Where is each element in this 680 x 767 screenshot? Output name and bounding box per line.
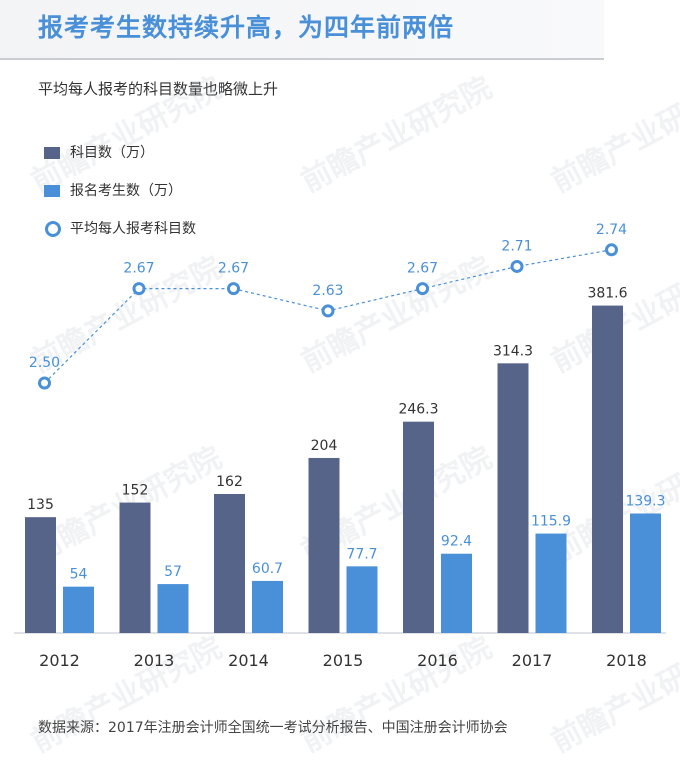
bar-label-candidates: 92.4 (441, 534, 472, 550)
bar-label-candidates: 60.7 (252, 561, 283, 577)
x-tick-label: 2017 (512, 651, 553, 670)
bar-label-candidates: 77.7 (346, 546, 377, 562)
page-subtitle: 平均每人报考的科目数量也略微上升 (38, 80, 279, 98)
bar-label-subjects: 381.6 (587, 286, 627, 302)
bar-label-subjects: 246.3 (398, 402, 438, 418)
legend-swatch-subjects (44, 147, 60, 159)
line-label-average: 2.67 (407, 261, 438, 277)
x-tick-label: 2012 (39, 651, 80, 670)
x-tick-label: 2014 (228, 651, 269, 670)
bar-label-subjects: 204 (311, 438, 338, 454)
point-average (416, 282, 429, 296)
bar-label-candidates: 57 (164, 564, 182, 580)
bar-label-subjects: 135 (27, 497, 54, 513)
x-tick-label: 2015 (323, 651, 364, 670)
legend-marker-average (45, 221, 61, 237)
bar-label-subjects: 162 (216, 474, 243, 490)
point-average (38, 376, 51, 390)
bar-subjects (25, 517, 56, 633)
legend-label-candidates: 报名考生数（万） (70, 183, 182, 199)
legend-label-subjects: 科目数（万） (70, 145, 154, 161)
legend-swatch-candidates (44, 185, 60, 197)
x-tick-label: 2018 (606, 651, 647, 670)
bar-label-subjects: 314.3 (493, 343, 533, 359)
line-label-average: 2.50 (29, 355, 60, 371)
bar-candidates (346, 566, 378, 633)
header-band (0, 0, 604, 58)
line-label-average: 2.74 (596, 222, 627, 238)
header-divider (0, 58, 604, 60)
bar-label-candidates: 139.3 (625, 493, 665, 509)
bar-subjects (308, 457, 340, 633)
line-label-average: 2.63 (312, 283, 343, 299)
bar-candidates (441, 553, 472, 633)
bar-label-subjects: 152 (122, 483, 149, 499)
point-average (132, 282, 146, 296)
point-average (227, 282, 240, 296)
bar-subjects (497, 363, 529, 633)
line-label-average: 2.67 (123, 261, 154, 277)
point-average (321, 304, 335, 318)
x-tick-label: 2016 (417, 651, 458, 670)
bar-subjects (403, 421, 434, 633)
bar-candidates (630, 513, 661, 633)
bar-label-candidates: 54 (70, 567, 88, 583)
bar-subjects (214, 494, 245, 633)
point-average (605, 243, 618, 257)
bar-candidates (157, 584, 189, 633)
line-label-average: 2.67 (218, 261, 249, 277)
x-tick-label: 2013 (134, 651, 175, 670)
bar-candidates (252, 580, 283, 633)
legend-label-average: 平均每人报考科目数 (70, 221, 196, 237)
data-source: 数据来源：2017年注册会计师全国统一考试分析报告、中国注册会计师协会 (38, 720, 508, 736)
bar-subjects (592, 305, 623, 633)
point-average (510, 259, 524, 273)
bar-subjects (119, 502, 151, 633)
page-title: 报考考生数持续升高，为四年前两倍 (38, 13, 455, 42)
bar-candidates (63, 586, 94, 633)
line-label-average: 2.71 (501, 238, 532, 254)
bar-label-candidates: 115.9 (531, 514, 571, 530)
bar-candidates (535, 533, 567, 633)
